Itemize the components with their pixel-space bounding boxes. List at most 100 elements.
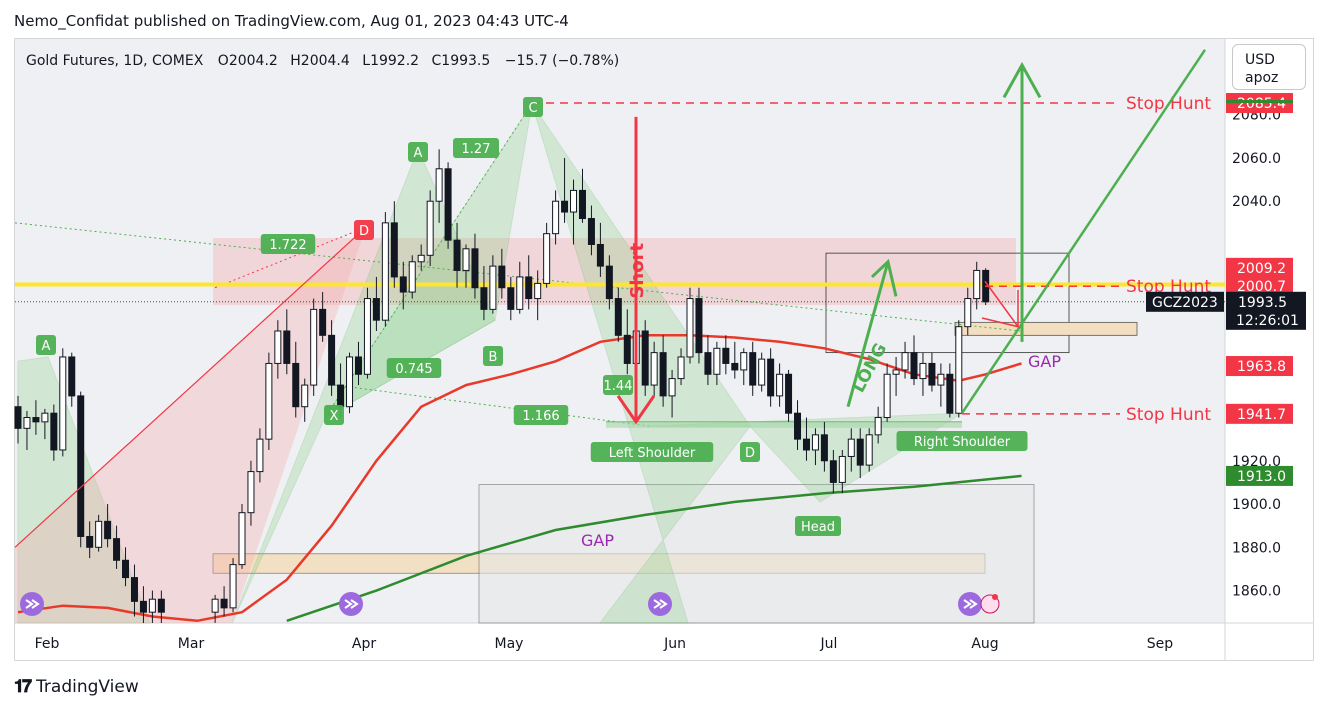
candle [525,255,533,310]
candle-body [381,222,389,321]
candle-body [426,200,434,256]
candle-body [104,520,112,540]
fib-127-bg [453,138,499,158]
candle [713,341,721,386]
time-axis [15,623,1225,660]
candle-body [41,412,49,423]
candle [426,190,434,267]
candle [489,255,497,314]
candle [596,222,604,277]
candle [408,255,416,299]
candle-body [587,218,595,245]
price-label-bg [1226,465,1293,486]
currency-code: USD [1245,52,1275,68]
candle-body [767,358,775,397]
ma-green-line [286,474,1022,622]
point-d-bg [740,442,760,462]
long-diag-arrow [846,261,890,408]
candle [292,341,300,418]
candle-body [157,598,165,613]
candle [552,190,560,245]
candle-body [274,330,282,364]
candle [274,320,282,379]
candle [829,449,837,494]
price-label-bg [1226,93,1293,114]
x-tick-label: Feb [35,636,60,652]
candle-body [50,412,58,451]
candle [605,255,613,310]
candle [973,261,981,310]
moving-average-layer [17,334,1022,623]
candle [740,348,748,386]
candle-body [453,239,461,271]
candle [516,261,524,314]
right-shoulder: Right Shoulder [914,435,1011,450]
fib-1722: 1.722 [269,238,306,253]
candle-body [417,254,425,263]
fib-1166: 1.166 [522,409,559,424]
current-price-bg [1226,291,1306,330]
y-tick-label: 1920.0 [1232,454,1281,470]
event-icon-1 [339,592,363,616]
red-leg [14,226,367,548]
price-label: 2085.4 [1237,96,1286,112]
candle [820,421,828,472]
uptrend-line [960,49,1207,414]
candle [507,276,515,321]
candle-body [695,298,703,354]
candle [480,266,488,321]
fib-0745-bg [386,358,442,378]
chart-frame [14,38,1314,661]
price-label: 1913.0 [1237,469,1286,485]
candle [964,287,972,336]
candle [417,244,425,271]
candle [946,363,954,418]
candle-body [865,434,873,466]
candle-body [794,412,802,440]
candle-body [758,358,766,386]
candle-layer [14,149,990,623]
candle-body [641,330,649,386]
currency-selector[interactable]: USD apoz [1232,44,1306,90]
candle-body [901,352,909,371]
candle [77,391,85,548]
candle [319,292,327,342]
point-b-bg [483,346,503,366]
right-shoulder-bg [896,431,1028,451]
candle [704,335,712,386]
point-b: B [489,350,498,365]
x-axis-layer: Feb Mar Apr May Jun Jul Aug Sep [35,636,1174,652]
candle [229,558,237,613]
candle [95,514,103,552]
point-c: C [528,101,537,116]
candle-body [802,438,810,451]
price-label-bg [1226,276,1293,297]
candle-body [946,373,954,414]
candle-body [892,369,900,375]
candle [220,586,228,617]
candle-body [749,352,757,386]
candle-body [543,233,551,284]
candle [776,363,784,407]
candle [641,320,649,396]
ma-red-line [17,334,1022,623]
candle [354,341,362,386]
price-label-bg [1226,403,1293,424]
symbol-title: Gold Futures, 1D, COMEX O2004.2 H2004.4 … [26,53,619,69]
candle-body [337,384,345,408]
candle-body [829,460,837,483]
candle-body [704,352,712,375]
candle-body [229,564,237,609]
candle-body [964,298,972,328]
price-label: 2009.2 [1237,261,1286,277]
candle [659,335,667,407]
candle-body [372,298,380,321]
event-arrow-icon [653,599,668,609]
tradingview-logo[interactable]: 𝟏𝟕 TradingView [14,676,139,697]
price-label-bg [1226,257,1293,278]
countdown: 12:26:01 [1236,313,1299,329]
candle-body [856,438,864,466]
x-tick-label: Mar [178,636,205,652]
point-x-bg [324,405,344,425]
